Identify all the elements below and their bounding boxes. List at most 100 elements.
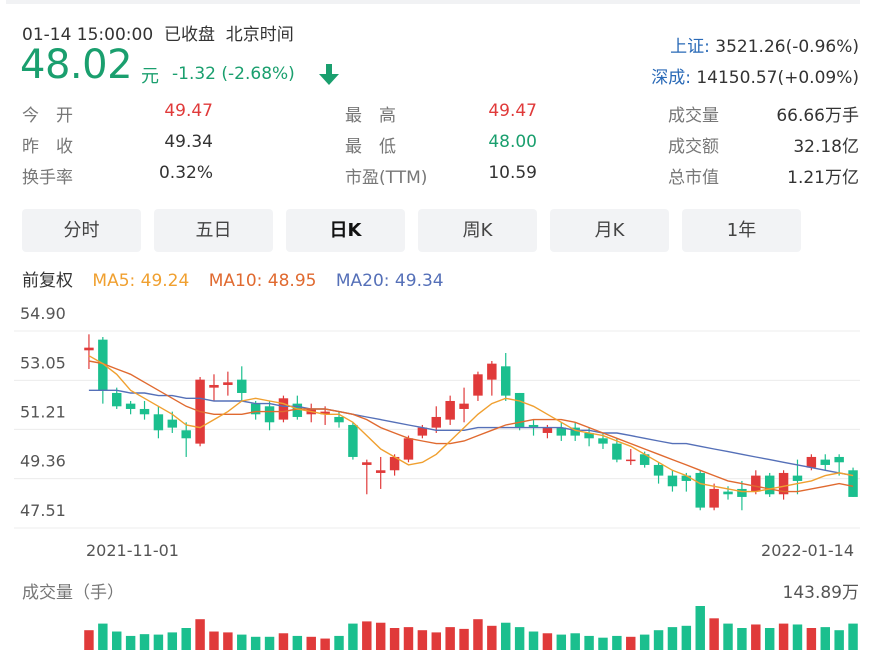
volume-bar: [751, 624, 761, 650]
ma10-line: [88, 360, 854, 493]
volume-bar: [306, 636, 316, 650]
stat-value-high: 49.47: [488, 101, 537, 121]
stat-value-pe: 10.59: [488, 163, 537, 183]
volume-bar: [528, 631, 539, 650]
ma5-legend: MA5: 49.24: [92, 271, 190, 291]
volume-bar: [487, 625, 497, 650]
candle-body: [417, 427, 428, 436]
index-shanghai-value: 3521.26(-0.96%): [715, 37, 859, 57]
volume-bar: [820, 627, 830, 650]
candle-body: [237, 379, 247, 393]
volume-bar: [84, 630, 94, 650]
candle-body: [209, 384, 219, 388]
candle-body: [459, 403, 469, 409]
volume-bar: [250, 636, 261, 650]
candle-body: [570, 427, 580, 436]
volume-bar: [612, 635, 622, 650]
volume-bar: [237, 634, 247, 650]
candle-body: [639, 454, 650, 465]
volume-bar: [334, 635, 344, 650]
candle-body: [153, 414, 164, 431]
volume-bar: [514, 627, 525, 650]
candle-body: [514, 392, 525, 428]
stat-value-turnover-rate: 0.32%: [158, 163, 213, 183]
chart-grid: [14, 330, 860, 529]
volume-bar: [806, 628, 817, 650]
volume-bar: [209, 631, 219, 650]
volume-bars-group: [84, 606, 858, 650]
ma20-line: [88, 389, 854, 477]
candle-body: [320, 411, 330, 415]
volume-bar: [584, 635, 594, 650]
volume-bar: [459, 628, 469, 650]
candle-body: [403, 438, 414, 460]
candle-body: [695, 472, 705, 508]
index-shenzhen-value: 14150.57(+0.09%): [696, 68, 859, 88]
ma5-line: [88, 355, 854, 493]
candle-body: [778, 472, 789, 495]
candle-body: [264, 406, 275, 423]
y-tick-label: 53.05: [20, 353, 66, 372]
candle-body: [612, 443, 622, 460]
volume-bar: [473, 619, 483, 650]
candle-body: [181, 430, 191, 439]
tab-weekly-k[interactable]: 周K: [418, 209, 537, 252]
ma-legend: 前复权 MA5: 49.24 MA10: 48.95 MA20: 49.34: [22, 266, 458, 291]
stat-label-open: 今 开: [22, 106, 73, 126]
volume-bar: [264, 636, 275, 650]
volume-bar: [389, 628, 400, 650]
volume-bar: [223, 632, 233, 650]
volume-bar: [348, 623, 358, 650]
candle-body: [584, 432, 594, 439]
volume-bar: [778, 623, 789, 650]
index-shanghai-label: 上证:: [670, 37, 710, 57]
volume-bar: [737, 628, 747, 650]
index-shenzhen[interactable]: 深成: 14150.57(+0.09%): [651, 63, 859, 88]
volume-bar: [834, 630, 844, 650]
stat-label-turnover-rate: 换手率: [22, 168, 73, 188]
tab-intraday[interactable]: 分时: [22, 209, 141, 252]
candle-body: [556, 427, 567, 436]
candle-body: [250, 403, 261, 415]
index-shanghai[interactable]: 上证: 3521.26(-0.96%): [670, 32, 859, 57]
trade-datetime: 01-14 15:00:00: [22, 25, 154, 45]
candle-body: [334, 416, 344, 423]
stat-value-open: 49.47: [164, 101, 213, 121]
candle-body: [223, 382, 233, 385]
ma20-legend: MA20: 49.34: [335, 271, 444, 291]
stat-label-turnover-amount: 成交额: [668, 137, 719, 157]
candle-body: [112, 392, 122, 407]
volume-bar: [98, 623, 108, 650]
price-unit: 元: [141, 66, 159, 87]
candle-body: [98, 339, 108, 391]
stat-value-low: 48.00: [488, 132, 537, 152]
x-tick-label-end: 2022-01-14: [761, 541, 854, 560]
candle-body: [737, 488, 747, 497]
x-axis-labels: 2021-11-01 2022-01-14: [86, 541, 854, 560]
candle-body: [487, 363, 497, 380]
candle-body: [389, 456, 400, 471]
candle-body: [167, 419, 178, 428]
x-tick-label-start: 2021-11-01: [86, 541, 179, 560]
candle-body: [834, 456, 844, 463]
volume-bar: [639, 634, 650, 650]
tab-monthly-k[interactable]: 月K: [550, 209, 669, 252]
top-bar: [6, 0, 860, 4]
candle-body: [626, 459, 636, 462]
adjust-mode[interactable]: 前复权: [22, 271, 73, 291]
volume-bar: [598, 637, 608, 650]
stat-label-low: 最 低: [345, 137, 396, 157]
index-shenzhen-label: 深成:: [651, 68, 691, 88]
kline-chart[interactable]: 54.90 53.05 51.21 49.36 47.51 2021-11-01 2022…: [0, 290, 869, 657]
tab-daily-k[interactable]: 日K: [286, 209, 405, 252]
timezone-text: 北京时间: [225, 25, 294, 45]
volume-bar: [320, 638, 330, 650]
tab-five-day[interactable]: 五日: [154, 209, 273, 252]
candle-body: [723, 491, 733, 495]
volume-bar: [112, 631, 122, 650]
candle-body: [653, 464, 664, 476]
volume-bar: [653, 630, 664, 650]
volume-bar: [375, 622, 386, 650]
tab-one-year[interactable]: 1年: [682, 209, 801, 252]
candle-body: [667, 475, 678, 487]
